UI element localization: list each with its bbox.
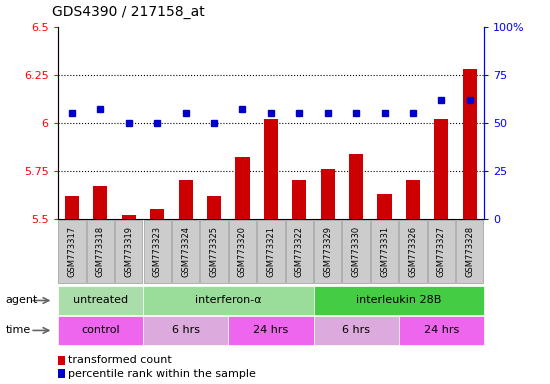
Text: percentile rank within the sample: percentile rank within the sample: [68, 369, 256, 379]
Text: GSM773324: GSM773324: [181, 226, 190, 277]
Text: transformed count: transformed count: [68, 355, 172, 365]
Text: GSM773320: GSM773320: [238, 226, 247, 277]
Text: interleukin 28B: interleukin 28B: [356, 295, 442, 306]
Bar: [179, 180, 192, 219]
Bar: [264, 119, 278, 219]
Bar: [94, 186, 107, 219]
Bar: [434, 119, 448, 219]
Text: 24 hrs: 24 hrs: [253, 325, 289, 336]
Bar: [207, 196, 221, 219]
Text: GSM773325: GSM773325: [210, 226, 218, 277]
Text: GSM773317: GSM773317: [68, 226, 76, 277]
Text: GSM773318: GSM773318: [96, 226, 105, 277]
Text: GDS4390 / 217158_at: GDS4390 / 217158_at: [52, 5, 205, 19]
Text: agent: agent: [6, 295, 38, 306]
Text: GSM773330: GSM773330: [351, 226, 361, 277]
Text: GSM773326: GSM773326: [409, 226, 417, 277]
Text: GSM773323: GSM773323: [153, 226, 162, 277]
Text: GSM773319: GSM773319: [124, 226, 133, 277]
Text: 24 hrs: 24 hrs: [424, 325, 459, 336]
Text: interferon-α: interferon-α: [195, 295, 262, 306]
Text: GSM773321: GSM773321: [266, 226, 276, 277]
Bar: [463, 69, 477, 219]
Text: control: control: [81, 325, 120, 336]
Bar: [292, 180, 306, 219]
Text: GSM773331: GSM773331: [380, 226, 389, 277]
Bar: [349, 154, 363, 219]
Bar: [65, 196, 79, 219]
Text: GSM773329: GSM773329: [323, 226, 332, 277]
Text: 6 hrs: 6 hrs: [172, 325, 200, 336]
Text: GSM773322: GSM773322: [295, 226, 304, 277]
Bar: [377, 194, 392, 219]
Bar: [321, 169, 335, 219]
Bar: [406, 180, 420, 219]
Text: time: time: [6, 325, 31, 336]
Bar: [235, 157, 250, 219]
Bar: [122, 215, 136, 219]
Bar: [150, 209, 164, 219]
Text: GSM773327: GSM773327: [437, 226, 446, 277]
Text: 6 hrs: 6 hrs: [342, 325, 370, 336]
Text: GSM773328: GSM773328: [465, 226, 474, 277]
Text: untreated: untreated: [73, 295, 128, 306]
